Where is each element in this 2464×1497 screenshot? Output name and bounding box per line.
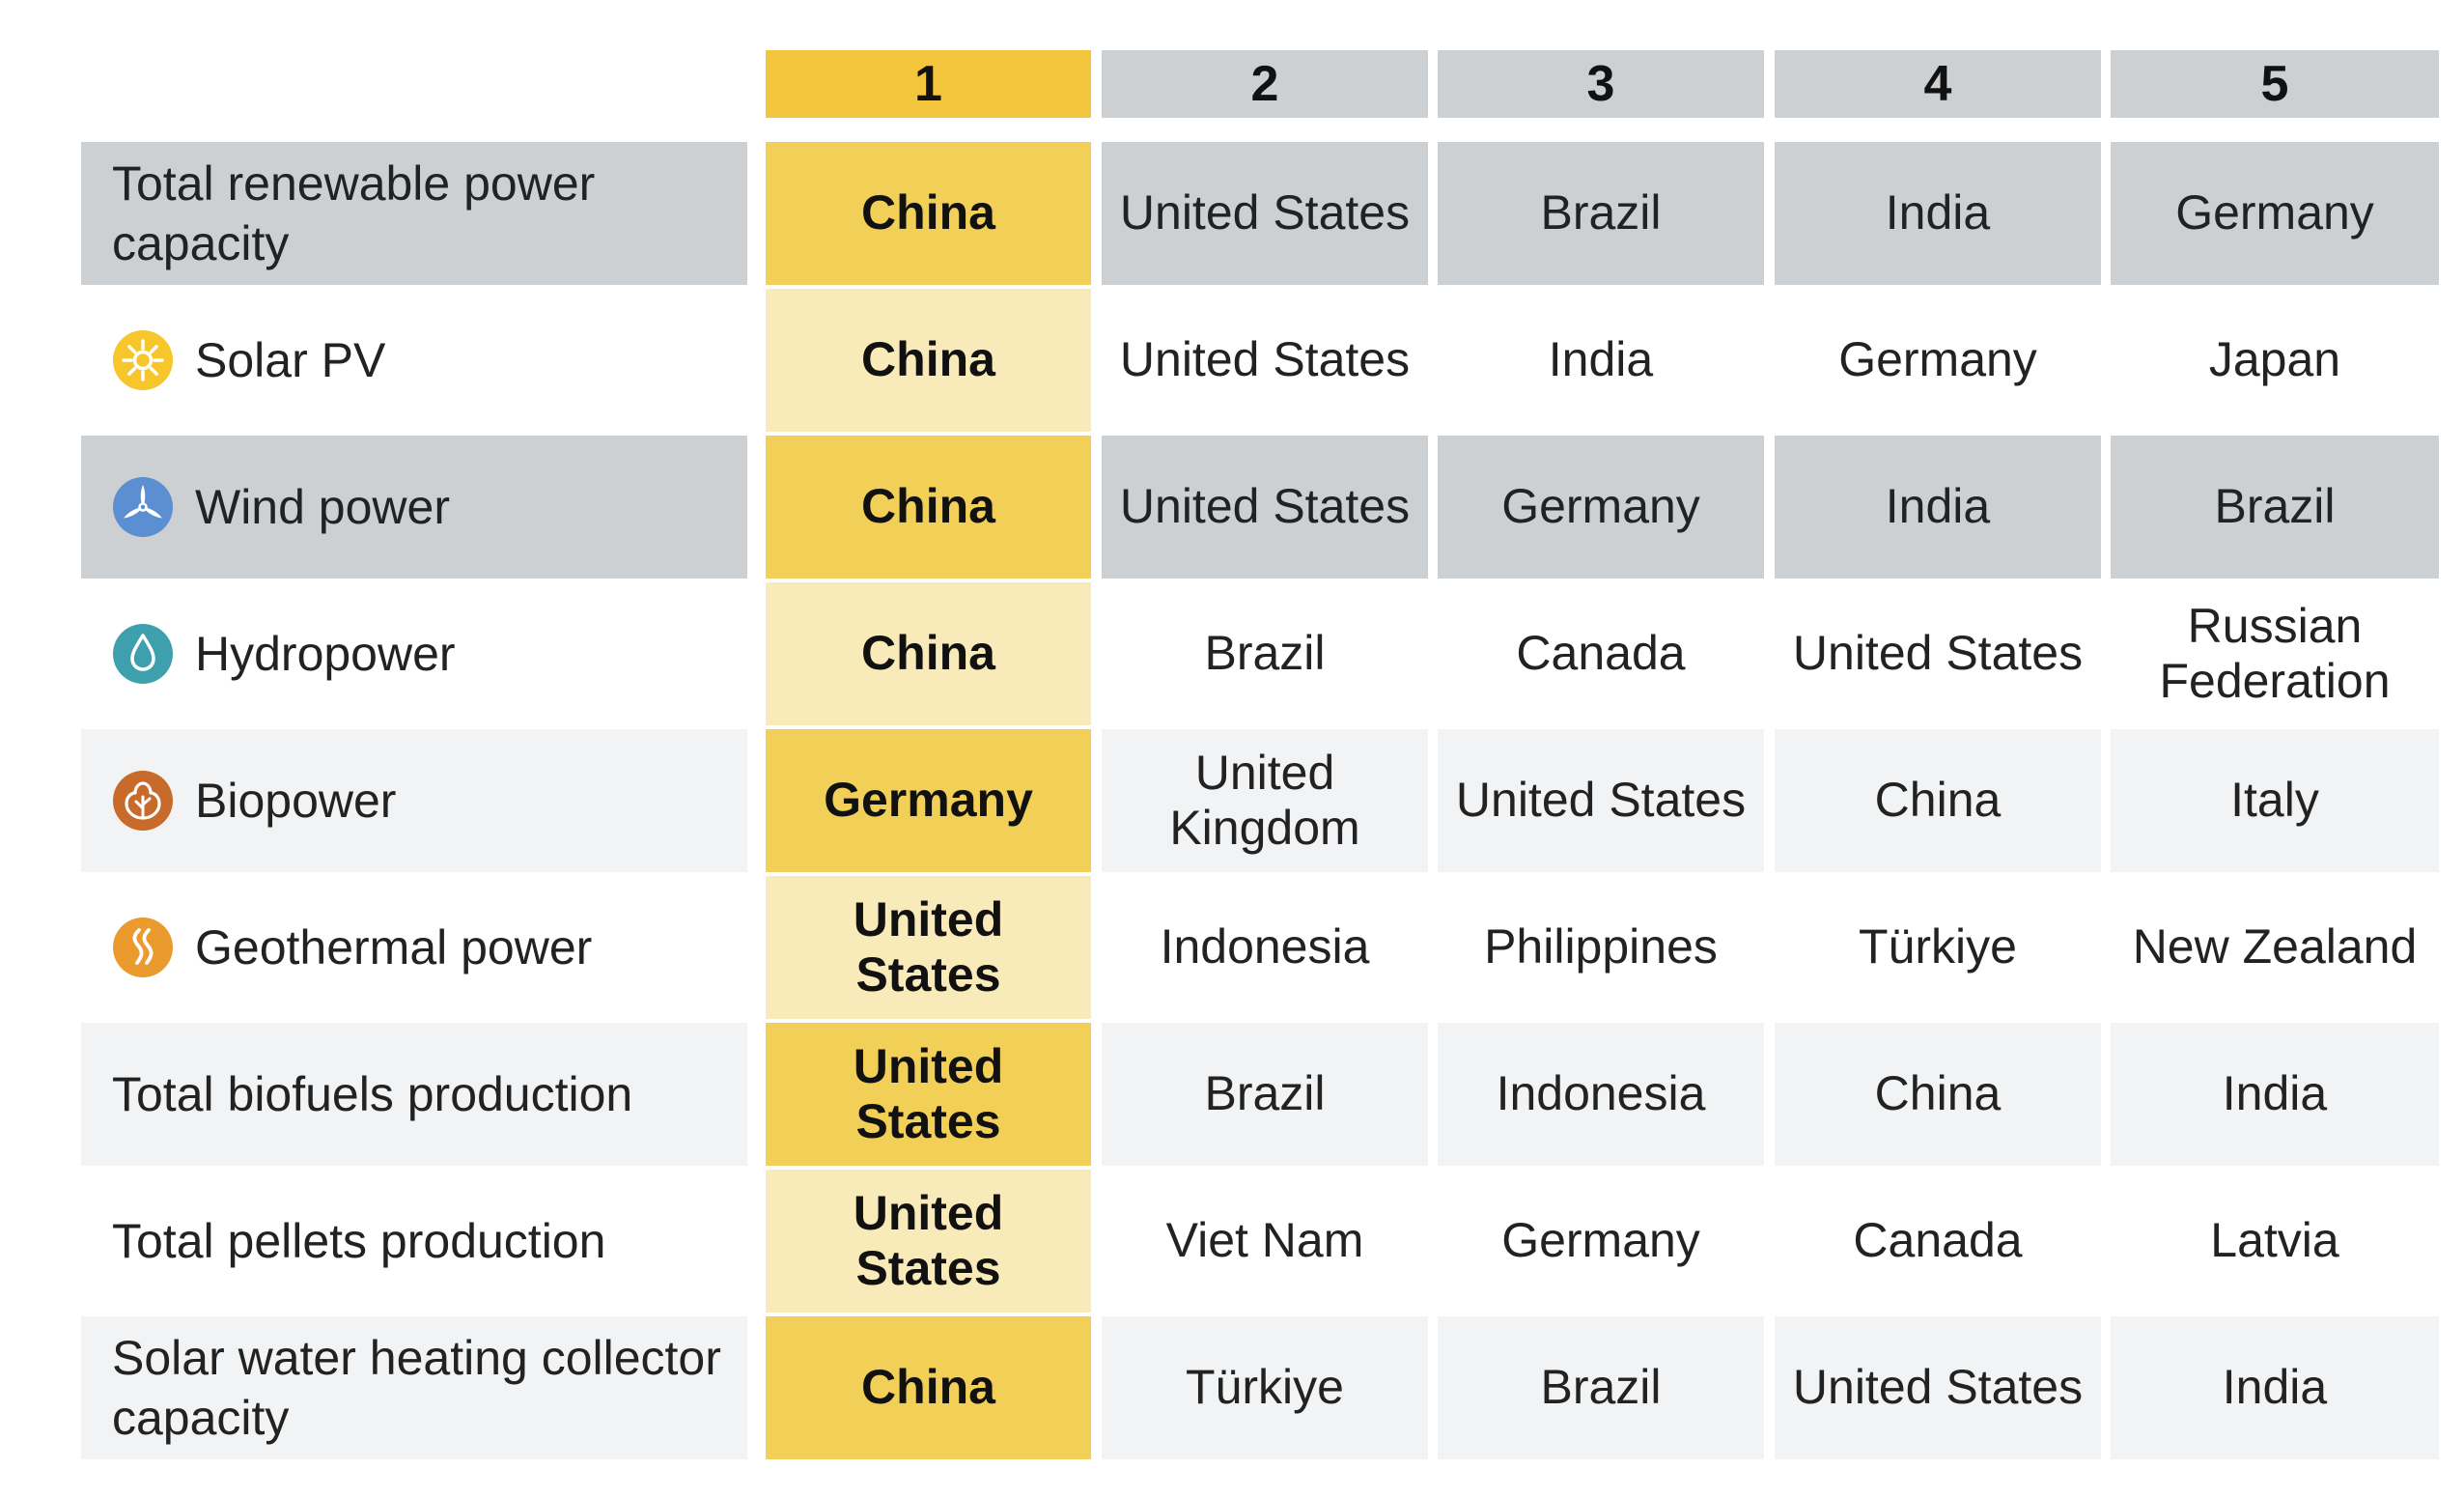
rank-cell: Indonesia (1438, 1023, 1764, 1166)
rank-header-1: 1 (766, 50, 1091, 118)
row-label-text: Solar PV (195, 332, 386, 387)
water-drop-icon (112, 623, 174, 685)
rank-header-2: 2 (1102, 50, 1428, 118)
rank-cell: Türkiye (1102, 1316, 1428, 1459)
rank-header-3: 3 (1438, 50, 1764, 118)
rank-cell: Brazil (2111, 436, 2439, 579)
rank-cell: China (1775, 1023, 2101, 1166)
rank-1-cell: China (766, 1316, 1091, 1459)
rank-cell: Japan (2111, 289, 2439, 432)
rank-cell: New Zealand (2111, 876, 2439, 1019)
row-label-text: Total pellets production (112, 1213, 606, 1268)
rank-cell: United States (1102, 289, 1428, 432)
rank-header-4: 4 (1775, 50, 2101, 118)
row-label: Total renewable power capacity (81, 142, 747, 285)
rank-cell: Brazil (1438, 1316, 1764, 1459)
rank-cell: India (2111, 1316, 2439, 1459)
row-label: Hydropower (81, 582, 747, 725)
row-label-text: Wind power (195, 479, 450, 534)
row-label: Total pellets production (81, 1170, 747, 1313)
rank-cell: India (1775, 142, 2101, 285)
wind-turbine-icon (112, 476, 174, 538)
rank-cell: Canada (1438, 582, 1764, 725)
rank-cell: Philippines (1438, 876, 1764, 1019)
rank-header-5: 5 (2111, 50, 2439, 118)
rank-cell: Brazil (1102, 1023, 1428, 1166)
rank-cell: United States (1775, 1316, 2101, 1459)
rank-cell: India (2111, 1023, 2439, 1166)
rank-1-cell: China (766, 142, 1091, 285)
rank-1-cell: United States (766, 1170, 1091, 1313)
rank-1-cell: China (766, 582, 1091, 725)
leaf-icon (112, 770, 174, 832)
row-label: Wind power (81, 436, 747, 579)
rank-cell: United States (1102, 436, 1428, 579)
rank-cell: Viet Nam (1102, 1170, 1428, 1313)
sun-icon (112, 329, 174, 391)
heat-waves-icon (112, 917, 174, 978)
rank-cell: Italy (2111, 729, 2439, 872)
row-label-text: Geothermal power (195, 919, 593, 974)
rank-cell: Türkiye (1775, 876, 2101, 1019)
rank-cell: United Kingdom (1102, 729, 1428, 872)
rank-1-cell: China (766, 289, 1091, 432)
row-label: Solar water heating collector capacity (81, 1316, 747, 1459)
rank-cell: Germany (1775, 289, 2101, 432)
rank-1-cell: Germany (766, 729, 1091, 872)
row-label-text: Total renewable power capacity (112, 155, 596, 271)
rank-cell: Russian Federation (2111, 582, 2439, 725)
rank-cell: India (1775, 436, 2101, 579)
rank-cell: Germany (1438, 1170, 1764, 1313)
rank-cell: Germany (2111, 142, 2439, 285)
rank-1-cell: United States (766, 876, 1091, 1019)
row-label: Geothermal power (81, 876, 747, 1019)
rank-cell: China (1775, 729, 2101, 872)
row-label-text: Biopower (195, 773, 397, 828)
rank-cell: Brazil (1438, 142, 1764, 285)
row-label: Total biofuels production (81, 1023, 747, 1166)
rank-cell: Indonesia (1102, 876, 1428, 1019)
rank-cell: Canada (1775, 1170, 2101, 1313)
rank-1-cell: United States (766, 1023, 1091, 1166)
rank-cell: Latvia (2111, 1170, 2439, 1313)
row-label: Biopower (81, 729, 747, 872)
rank-cell: United States (1102, 142, 1428, 285)
row-label-text: Total biofuels production (112, 1066, 633, 1121)
rank-1-cell: China (766, 436, 1091, 579)
rank-cell: Brazil (1102, 582, 1428, 725)
rank-cell: United States (1775, 582, 2101, 725)
row-label: Solar PV (81, 289, 747, 432)
rank-cell: Germany (1438, 436, 1764, 579)
rank-cell: India (1438, 289, 1764, 432)
row-label-text: Hydropower (195, 626, 456, 681)
row-label-text: Solar water heating collector capacity (112, 1330, 721, 1446)
rank-cell: United States (1438, 729, 1764, 872)
